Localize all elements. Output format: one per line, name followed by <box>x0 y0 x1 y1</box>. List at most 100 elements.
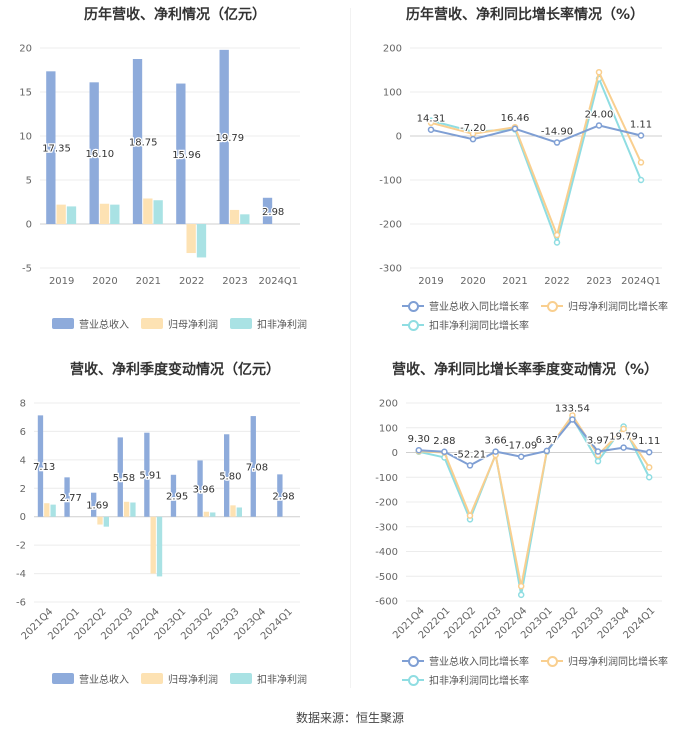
legend-deducted-growth[interactable]: 扣非净利润同比增长率 <box>402 672 529 687</box>
legend-net-growth[interactable]: 归母净利润同比增长率 <box>541 653 668 668</box>
bar-deducted-profit <box>130 502 136 517</box>
legend-net-profit[interactable]: 归母净利润 <box>141 671 218 686</box>
bar-deducted-profit <box>210 512 216 517</box>
y-tick-label: -100 <box>379 176 402 187</box>
data-label: 133.54 <box>555 403 590 414</box>
y-tick-label: 0 <box>396 132 402 143</box>
data-label: 17.35 <box>42 144 71 155</box>
bar-net-profit <box>150 516 156 574</box>
chart-quarterly-growth: 营收、净利同比增长率季度变动情况（%） 200 100 0 -100 -200 -300 -… <box>350 355 700 700</box>
data-point <box>595 68 603 76</box>
bar-net-profit <box>203 511 210 517</box>
series-line <box>430 69 642 239</box>
data-label: 19.79 <box>609 432 638 443</box>
x-tick-label: 2020 <box>92 276 117 287</box>
data-label: 7.13 <box>33 462 55 473</box>
data-point <box>645 474 653 481</box>
bar-revenue <box>89 82 99 224</box>
data-point <box>517 591 525 599</box>
data-point <box>620 444 627 451</box>
data-point <box>645 448 653 456</box>
x-tick-label: 2023 <box>586 276 611 287</box>
data-label: 5.91 <box>139 471 161 482</box>
chart-canvas: 2001000-100-200-300-400-500-6002021Q4202… <box>375 399 662 641</box>
data-label: 1.11 <box>630 120 652 131</box>
y-tick-label: 6 <box>20 427 26 438</box>
y-tick-label: -300 <box>375 522 398 533</box>
bar-revenue <box>91 492 97 517</box>
data-label: 1.69 <box>86 501 108 512</box>
y-tick-label: 5 <box>26 176 32 187</box>
bar-revenue <box>170 474 177 517</box>
data-point <box>553 139 561 146</box>
x-tick-label: 2024Q1 <box>621 276 661 287</box>
data-label: 18.75 <box>129 138 158 149</box>
bar-net-profit <box>56 204 66 224</box>
legend-label: 归母净利润同比增长率 <box>568 657 668 668</box>
data-point <box>466 512 474 519</box>
chart-annual-revenue: 历年营收、净利情况（亿元） 20 15 10 5 0 -5 2019 2020 2021 2022… <box>0 0 350 345</box>
chart-canvas: 20 15 10 5 0 -5 2019 2020 2021 2022 2023 2024Q1 17.3… <box>19 44 300 287</box>
y-tick-label: -400 <box>375 547 398 558</box>
y-tick-label: -200 <box>379 220 402 231</box>
chart-annual-growth: 历年营收、净利同比增长率情况（%） 200 100 0 -100 -200 -300 201… <box>350 0 700 345</box>
legend-deducted-growth[interactable]: 扣非净利润同比增长率 <box>402 317 529 332</box>
y-tick-label: 8 <box>20 399 26 410</box>
legend-swatch <box>52 673 74 684</box>
bar-deducted-profit <box>156 516 163 577</box>
data-point <box>427 119 435 127</box>
data-label: 2.88 <box>433 436 455 447</box>
bar-deducted-profit <box>66 206 77 224</box>
y-tick-label: 20 <box>19 44 32 55</box>
bar-revenue <box>262 197 273 224</box>
data-point <box>511 125 519 133</box>
data-point <box>595 122 603 129</box>
legend-label: 归母净利润同比增长率 <box>568 302 668 313</box>
y-tick-label: 0 <box>26 220 32 231</box>
data-label: 2.98 <box>272 492 294 503</box>
legend-revenue[interactable]: 营业总收入 <box>52 316 129 331</box>
data-label: 7.08 <box>246 462 268 473</box>
y-tick-label: -300 <box>379 264 402 275</box>
bar-net-profit <box>186 224 196 254</box>
data-label: 3.96 <box>193 485 215 496</box>
x-tick-label: 2021 <box>502 276 527 287</box>
data-point <box>620 425 627 433</box>
legend-label: 扣非净利润 <box>257 320 307 331</box>
data-point <box>543 447 551 455</box>
data-label: 6.37 <box>536 435 558 446</box>
bar-revenue <box>176 83 186 224</box>
chart-canvas: 86420-2-4-62021Q42022Q12022Q22022Q32022Q… <box>16 399 300 642</box>
data-label: 3.97 <box>587 436 609 447</box>
legend-swatch <box>52 318 74 329</box>
data-label: 1.11 <box>638 436 660 447</box>
legend-deducted-profit[interactable]: 扣非净利润 <box>230 316 307 331</box>
legend-net-growth[interactable]: 归母净利润同比增长率 <box>541 298 668 313</box>
x-tick-label: 2020 <box>460 276 485 287</box>
data-label: 9.30 <box>408 434 430 445</box>
data-label: 2.98 <box>262 207 284 218</box>
legend-deducted-profit[interactable]: 扣非净利润 <box>230 671 307 686</box>
x-tick-label: 2022 <box>544 276 569 287</box>
y-tick-label: 100 <box>379 423 398 434</box>
legend-revenue-growth[interactable]: 营业总收入同比增长率 <box>402 298 529 313</box>
series-line <box>418 413 651 587</box>
data-point <box>645 464 653 471</box>
bar-deducted-profit <box>103 516 109 527</box>
data-label: 24.00 <box>585 109 614 120</box>
data-label: -52.21 <box>454 449 486 460</box>
data-label: 5.80 <box>219 471 241 482</box>
y-tick-label: 4 <box>20 455 26 466</box>
y-tick-label: -200 <box>375 498 398 509</box>
y-tick-label: 200 <box>379 399 398 410</box>
data-point <box>594 457 602 465</box>
y-tick-label: -6 <box>16 598 26 609</box>
legend-label: 营业总收入同比增长率 <box>429 657 529 668</box>
bar-deducted-profit <box>236 507 242 517</box>
data-point <box>415 446 423 454</box>
legend-revenue[interactable]: 营业总收入 <box>52 671 129 686</box>
data-source: 数据来源：恒生聚源 <box>295 711 404 725</box>
legend-revenue-growth[interactable]: 营业总收入同比增长率 <box>402 653 529 668</box>
legend-net-profit[interactable]: 归母净利润 <box>141 316 218 331</box>
data-point <box>492 448 499 455</box>
